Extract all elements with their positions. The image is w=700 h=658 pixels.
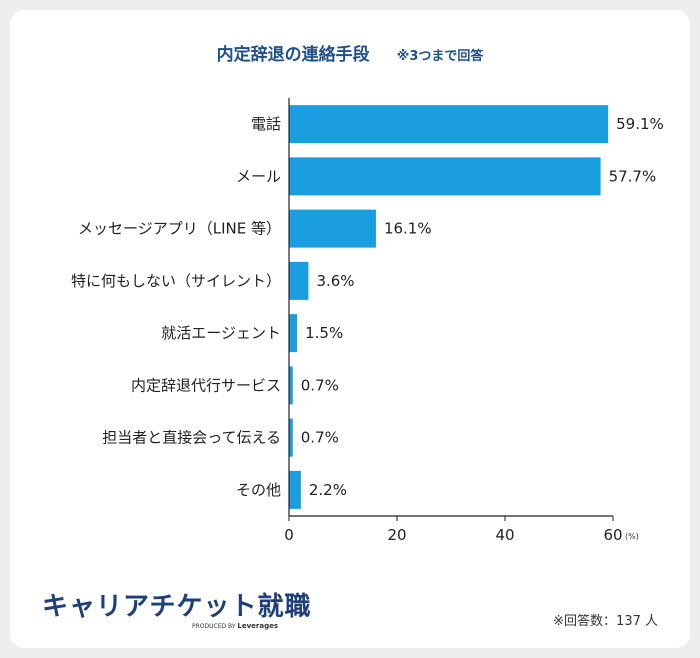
respondent-count: ※回答数：137 人 [553,614,658,629]
x-tick-label: 40 [495,526,514,544]
bar [289,366,293,405]
data-label: 2.2% [309,481,347,499]
category-label: 特に何もしない（サイレント） [71,272,281,290]
data-label: 16.1% [384,220,432,238]
brand-logo: キャリアチケット就職 PRODUCED BY Leverages [42,586,312,630]
bar [289,209,376,248]
chart-title: 内定辞退の連絡手段 [216,45,370,65]
brand-producer: PRODUCED BY Leverages [192,622,278,630]
bar [289,418,293,457]
bar [289,314,298,353]
chart-header: 内定辞退の連絡手段 ※3つまで回答 [0,40,700,65]
brand-name: キャリアチケット就職 [42,592,312,622]
unit-label: (%) [625,532,639,541]
data-label: 3.6% [316,272,354,290]
data-label: 57.7% [609,167,657,185]
category-label: その他 [236,481,281,499]
data-label: 0.7% [301,429,339,447]
category-label: 就活エージェント [161,324,281,342]
bar [289,261,309,300]
data-label: 59.1% [616,115,664,133]
chart-subtitle: ※3つまで回答 [396,49,484,64]
bar [289,470,301,509]
bar [289,157,601,196]
data-label: 0.7% [301,376,339,394]
category-label: 電話 [251,115,281,133]
x-tick-label: 0 [284,526,294,544]
x-tick-label: 20 [387,526,406,544]
data-label: 1.5% [305,324,343,342]
company-name: Leverages [237,622,279,630]
category-label: 内定辞退代行サービス [131,376,281,394]
category-label: メール [236,167,281,185]
produced-by-label: PRODUCED BY [192,623,236,630]
x-tick-label: 60 [603,526,622,544]
category-label: メッセージアプリ（LINE 等） [78,220,281,238]
bar [289,105,609,144]
category-label: 担当者と直接会って伝える [102,429,281,447]
